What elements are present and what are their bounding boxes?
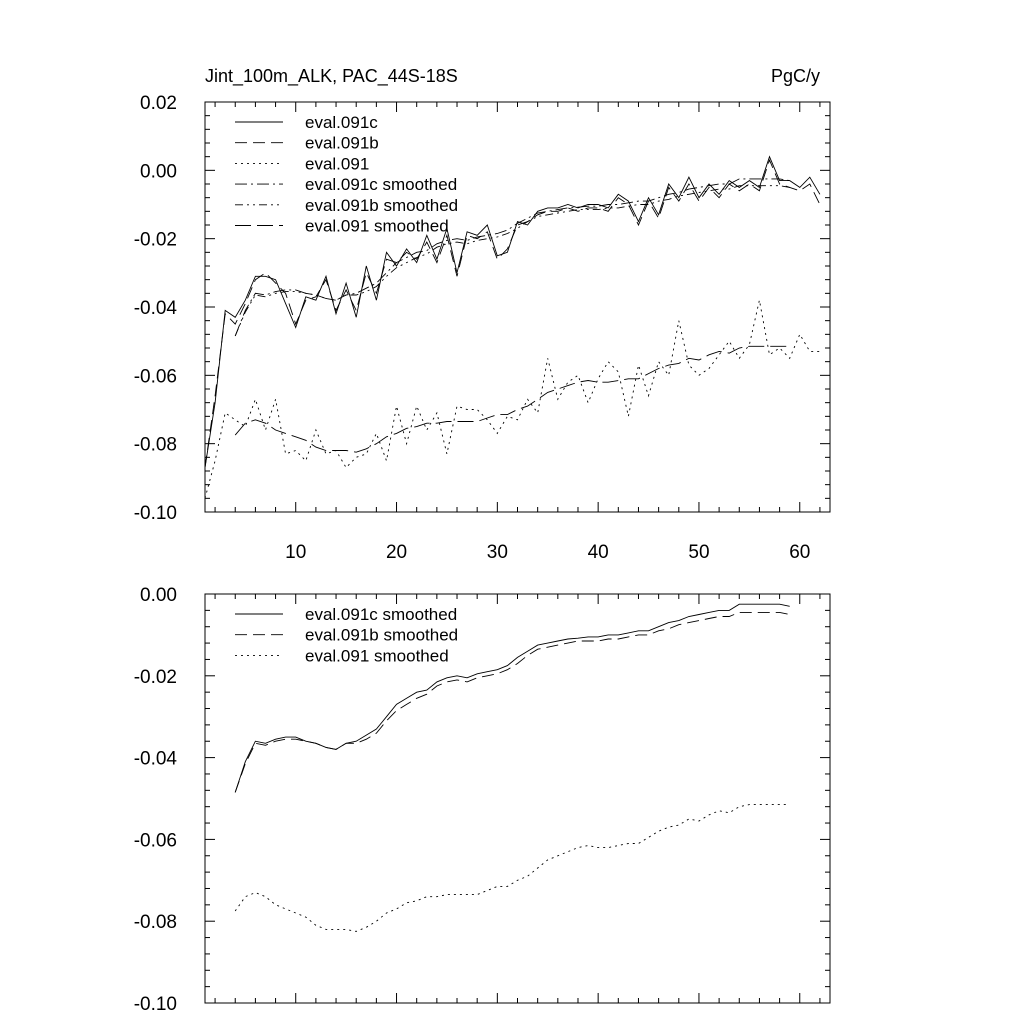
- legend-label: eval.091 smoothed: [305, 646, 449, 665]
- x-tick-label: 30: [487, 542, 508, 563]
- x-tick-label: 10: [285, 542, 306, 563]
- legend: eval.091c smoothed eval.091b smoothedeval…: [235, 605, 458, 665]
- x-tick-label: 20: [386, 542, 407, 563]
- y-tick-label: -0.06: [134, 830, 177, 851]
- x-tick-label: 60: [789, 542, 810, 563]
- series-line-1: [204, 155, 821, 468]
- series-line-3: [204, 300, 820, 499]
- y-tick-label: 0.00: [140, 585, 177, 606]
- series-line-3: [234, 804, 790, 932]
- legend-label: eval.091c smoothed: [305, 605, 457, 624]
- plot-frame: [204, 101, 831, 513]
- plot-frame: [204, 593, 831, 1004]
- legend-label: eval.091c: [305, 113, 378, 132]
- series-line-2: [204, 158, 821, 468]
- legend-label: eval.091b smoothed: [305, 626, 458, 645]
- y-tick-label: -0.10: [134, 503, 177, 524]
- legend-label: eval.091b smoothed: [305, 196, 458, 215]
- legend-label: eval.091 smoothed: [305, 217, 449, 236]
- y-tick-label: -0.04: [134, 749, 178, 770]
- y-tick-label: -0.06: [134, 366, 177, 387]
- y-tick-label: -0.02: [134, 667, 177, 688]
- legend-label: eval.091b: [305, 134, 379, 153]
- chart-panel-1: 0.02 0.00 -0.02 -0.04 -0.06 -0.08 -0.10 10 20 30 4…: [134, 66, 831, 563]
- legend-label: eval.091: [305, 154, 369, 173]
- series-line-4: [234, 178, 790, 337]
- chart-panel-2: 0.00 -0.02 -0.04 -0.06 -0.08 -0.10 eval.091c s…: [134, 585, 831, 1015]
- chart-title: Jint_100m_ALK, PAC_44S-18S: [205, 66, 458, 87]
- x-tick-label: 50: [688, 542, 709, 563]
- x-tick-label: 40: [588, 542, 609, 563]
- y-tick-label: -0.02: [134, 230, 177, 251]
- chart-units: PgC/y: [771, 66, 820, 86]
- y-tick-label: 0.02: [140, 93, 177, 114]
- y-tick-label: -0.08: [134, 912, 177, 933]
- y-tick-label: 0.00: [140, 161, 177, 182]
- series-line-6: [234, 345, 790, 453]
- legend-label: eval.091c smoothed: [305, 175, 457, 194]
- series-line-2: [234, 611, 790, 793]
- y-tick-label: -0.04: [134, 298, 178, 319]
- y-tick-label: -0.08: [134, 435, 177, 456]
- y-tick-label: -0.10: [134, 994, 177, 1015]
